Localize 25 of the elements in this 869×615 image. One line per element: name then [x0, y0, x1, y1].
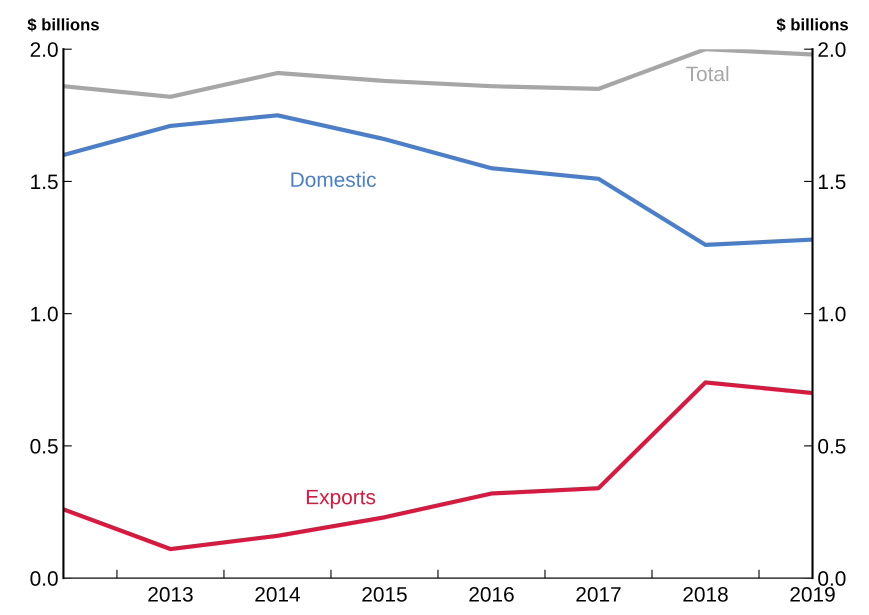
y-tick-label: 1.5 — [31, 174, 58, 190]
series-label: Domestic — [291, 172, 376, 188]
y2-tick-label: 1.0 — [818, 306, 846, 322]
x-tick-label: 2019 — [790, 586, 835, 602]
x-tick-label: 2013 — [148, 586, 193, 602]
y-tick-label: 1.0 — [31, 306, 58, 322]
x-tick-label: 2014 — [255, 586, 300, 602]
y2-tick-label: 2.0 — [818, 42, 846, 57]
x-tick-label: 2017 — [576, 586, 621, 602]
series-label: Total — [686, 66, 728, 82]
y2-axis-title: $ billions — [776, 18, 848, 32]
y2-tick-label: 0.0 — [818, 571, 846, 586]
y2-tick-label: 1.5 — [818, 174, 846, 190]
y2-tick-label: 0.5 — [818, 438, 846, 454]
line-series — [63, 380, 813, 552]
y-tick-label: 0.5 — [30, 438, 58, 454]
y-tick-label: 2.0 — [30, 42, 58, 57]
x-tick-label: 2016 — [469, 586, 514, 602]
x-tick-label: 2015 — [362, 586, 407, 602]
y-axis-title: $ billions — [28, 18, 99, 32]
x-tick-label: 2018 — [683, 586, 728, 602]
line-series — [63, 49, 813, 99]
y-tick-label: 0.0 — [30, 571, 58, 586]
line-series — [63, 113, 813, 247]
series-label: Exports — [306, 490, 376, 508]
